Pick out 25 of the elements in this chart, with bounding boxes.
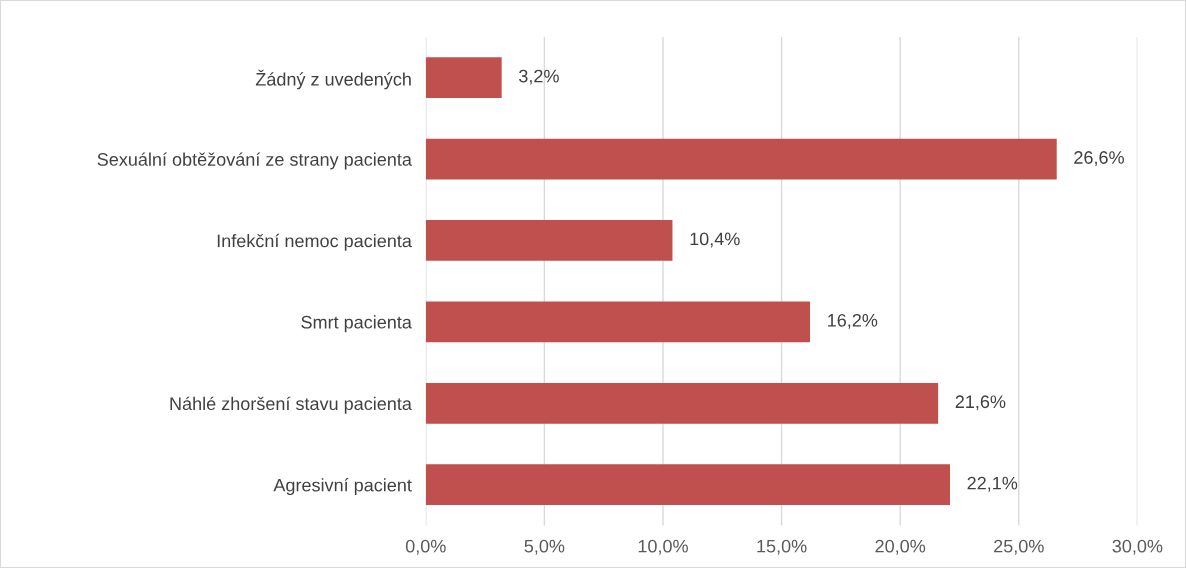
data-label: 3,2% — [519, 69, 559, 85]
x-tick-label: 0,0% — [405, 539, 446, 555]
bar — [425, 57, 502, 98]
x-tick-label: 25,0% — [994, 539, 1044, 555]
x-tick-label: 30,0% — [1112, 539, 1163, 555]
x-tick-label: 20,0% — [875, 539, 926, 555]
bar — [425, 220, 673, 261]
y-tick-label: Smrt pacienta — [301, 315, 412, 333]
data-label: 22,1% — [967, 476, 1018, 492]
y-tick-label: Náhlé zhoršení stavu pacienta — [170, 396, 412, 414]
bar — [425, 301, 811, 343]
x-tick-label: 15,0% — [757, 539, 807, 555]
y-tick-label: Agresivní pacient — [273, 478, 412, 496]
bar — [425, 138, 1057, 180]
data-label: 16,2% — [828, 313, 878, 329]
bar — [425, 464, 950, 506]
bar — [425, 382, 939, 424]
y-tick-label: Sexuální obtěžování ze strany pacienta — [97, 152, 412, 170]
data-label: 21,6% — [955, 395, 1006, 411]
x-tick-label: 5,0% — [524, 539, 565, 555]
data-label: 26,6% — [1074, 151, 1124, 167]
data-label: 10,4% — [690, 232, 740, 248]
y-tick-label: Infekční nemoc pacienta — [217, 233, 412, 251]
x-tick-label: 10,0% — [638, 539, 688, 555]
y-tick-label: Žádný z uvedených — [255, 69, 411, 90]
